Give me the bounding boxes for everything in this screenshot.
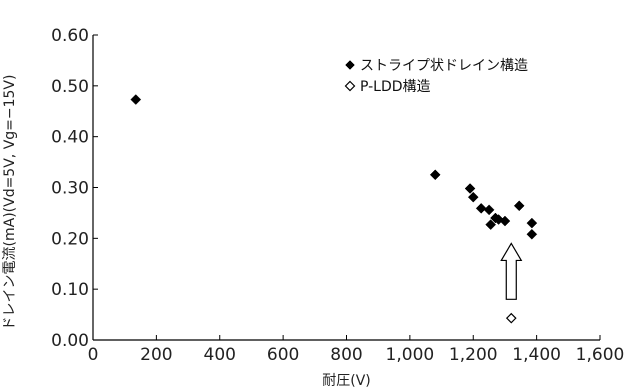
data-point-stripe-drain (464, 183, 476, 194)
y-tick-label: 0.10 (51, 280, 89, 300)
y-tick-label: 0.20 (51, 229, 89, 249)
legend: ストライプ状ドレイン構造 P-LDD構造 (344, 58, 528, 95)
x-tick-label: 1,600 (576, 345, 625, 365)
x-tick-label: 0 (88, 345, 99, 365)
y-tick-label: 0.50 (51, 77, 89, 97)
legend-marker (344, 80, 356, 92)
arrow-annotation (500, 242, 523, 300)
x-tick-label: 1,000 (386, 345, 435, 365)
data-point-stripe-drain (475, 202, 487, 214)
y-tick-label: 0.30 (51, 179, 89, 199)
y-tick-label: 0.00 (51, 331, 89, 351)
y-tick-label: 0.40 (51, 128, 89, 148)
data-points (130, 94, 538, 324)
x-tick-label: 200 (140, 345, 172, 365)
legend-marker (345, 60, 355, 70)
x-tick-label: 800 (330, 345, 362, 365)
data-point-stripe-drain (467, 191, 479, 203)
data-point-stripe-drain (513, 200, 525, 212)
data-point-p-ldd (505, 312, 517, 324)
x-axis-label: 耐圧(V) (322, 373, 371, 389)
legend-label: ストライプ状ドレイン構造 (360, 58, 528, 74)
x-tick-label: 1,200 (449, 345, 498, 365)
axes (92, 34, 601, 341)
y-tick-label: 0.60 (51, 26, 89, 46)
x-tick-label: 400 (204, 345, 236, 365)
x-tick-label: 600 (267, 345, 299, 365)
y-axis-label: ドレイン電流(mA)(Vd=5V, Vg=−15V) (2, 75, 18, 331)
x-tick-label: 1,400 (512, 345, 561, 365)
data-point-stripe-drain (429, 169, 441, 181)
data-point-stripe-drain (485, 219, 497, 230)
data-point-stripe-drain (499, 215, 511, 227)
data-point-stripe-drain (526, 228, 538, 240)
legend-label: P-LDD構造 (360, 79, 431, 95)
data-point-stripe-drain (526, 217, 538, 229)
annotations (500, 242, 523, 300)
tick-labels: 0 200 400 600 800 1,000 1,200 1,400 1,600 0.00 0.1… (51, 26, 624, 365)
data-point-stripe-drain (483, 204, 495, 216)
data-point-stripe-drain (130, 94, 142, 105)
